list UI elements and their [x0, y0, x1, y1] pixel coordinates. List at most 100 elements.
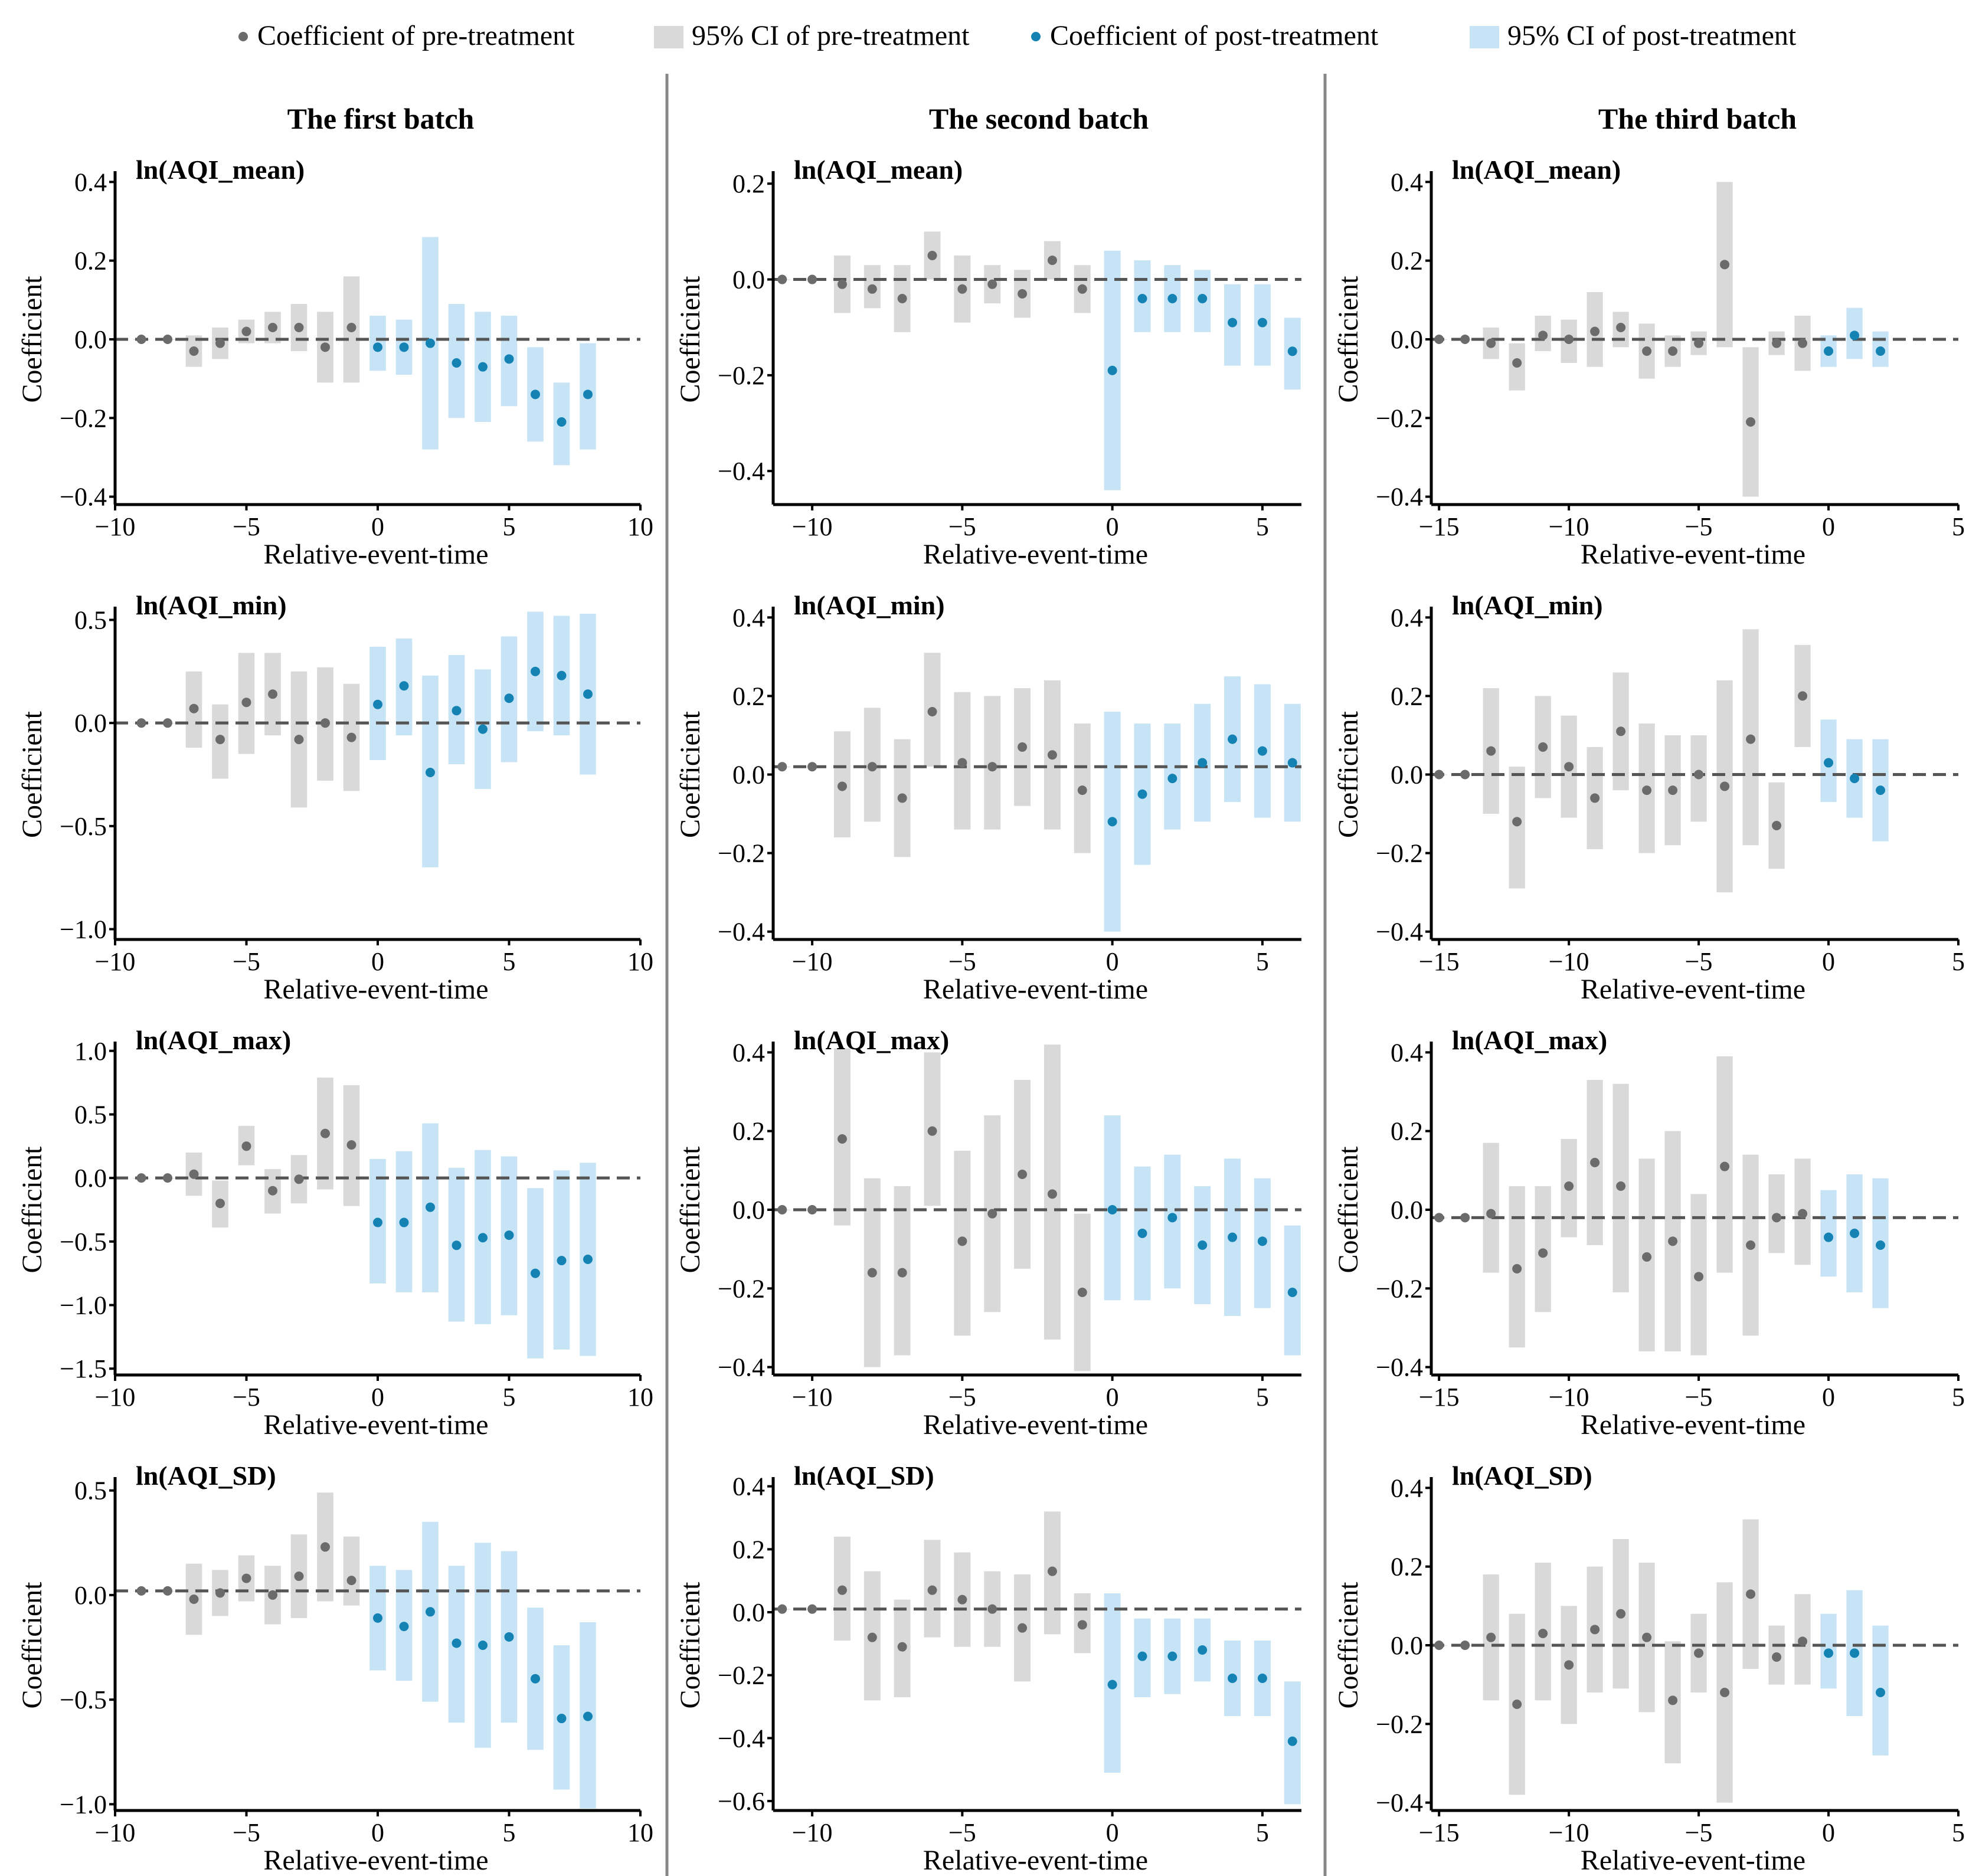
batch-title-2: The second batch: [929, 102, 1149, 135]
panel-3-ln-aqi-mean-coef-point: [1434, 335, 1444, 344]
panel-1-ln-aqi-max-coef-point: [557, 1256, 567, 1266]
panel-1-ln-aqi-mean-y-tick-label: 0.4: [74, 168, 107, 197]
panel-3-ln-aqi-min-ci-bar: [1509, 767, 1525, 889]
panel-3-ln-aqi-sd-y-tick-label: 0.4: [1391, 1474, 1423, 1502]
panel-3-ln-aqi-sd-y-tick-label: −0.4: [1376, 1789, 1423, 1818]
panel-1-ln-aqi-mean-title: ln(AQI_mean): [136, 155, 305, 185]
panel-3-ln-aqi-max-y-tick-label: −0.2: [1376, 1274, 1423, 1303]
panel-1-ln-aqi-max-y-tick-label: −0.5: [60, 1227, 107, 1256]
panel-3-ln-aqi-sd-y-label: Coefficient: [1333, 1582, 1364, 1709]
panel-1-ln-aqi-max-coef-point: [320, 1128, 330, 1138]
panel-1-ln-aqi-min-coef-point: [189, 703, 199, 713]
panel-3-ln-aqi-sd-coef-point: [1512, 1700, 1522, 1709]
panel-2-ln-aqi-min-coef-point: [1228, 734, 1238, 744]
panel-3-ln-aqi-sd-y-tick-label: 0.2: [1391, 1553, 1423, 1582]
panel-3-ln-aqi-min-coef-point: [1538, 742, 1548, 752]
panel-2-ln-aqi-mean-y-tick-label: −0.4: [718, 457, 765, 486]
panel-2-ln-aqi-max-coef-point: [1137, 1229, 1147, 1238]
panel-3-ln-aqi-mean-coef-point: [1824, 346, 1834, 356]
panel-1-ln-aqi-max-x-tick-label: −5: [233, 1383, 260, 1412]
panel-2-ln-aqi-sd-coef-point: [1137, 1651, 1147, 1661]
panel-1-ln-aqi-max-x-tick-label: 5: [503, 1383, 516, 1412]
panel-1-ln-aqi-min-y-tick-label: 0.5: [74, 605, 107, 634]
panel-1-ln-aqi-mean-coef-point: [373, 342, 382, 352]
panel-2-ln-aqi-sd-coef-point: [837, 1585, 847, 1595]
panel-2-ln-aqi-max-coef-point: [1047, 1189, 1057, 1199]
panel-2-ln-aqi-sd-x-tick-label: 0: [1106, 1818, 1119, 1847]
panel-2-ln-aqi-min-x-tick-label: 5: [1256, 947, 1269, 976]
panel-2-ln-aqi-min-y-tick-label: −0.2: [718, 839, 765, 868]
panel-1-ln-aqi-min-coef-point: [399, 681, 409, 691]
panel-1-ln-aqi-min-y-tick-label: −1.0: [60, 915, 107, 944]
panel-2-ln-aqi-max-y-tick-label: 0.4: [732, 1038, 765, 1067]
panel-1-ln-aqi-min-coef-point: [557, 670, 567, 680]
panel-3-ln-aqi-min-y-tick-label: −0.2: [1376, 839, 1423, 868]
panel-3-ln-aqi-sd: −0.4 −0.2 0.0 0.2 0.4 −15 −10 −5 0 5 ln(AQI_SD) Rel…: [1333, 1461, 1965, 1876]
panel-3-ln-aqi-sd-x-tick-label: −15: [1419, 1818, 1460, 1847]
panel-1-ln-aqi-mean-coef-point: [583, 389, 593, 400]
panel-1-ln-aqi-min: −1.0 −0.5 0.0 0.5 −10 −5 0 5 10 ln(AQI_min) Relati…: [17, 590, 653, 1005]
panel-2-ln-aqi-sd-y-tick-label: 0.2: [732, 1535, 765, 1564]
panel-3-ln-aqi-sd-x-tick-label: 5: [1952, 1818, 1965, 1847]
panel-1-ln-aqi-max-x-tick-label: 10: [627, 1383, 653, 1412]
panel-1-ln-aqi-min-title: ln(AQI_min): [136, 590, 287, 620]
panel-1-ln-aqi-max-coef-point: [399, 1217, 409, 1227]
panel-1-ln-aqi-max-coef-point: [136, 1173, 146, 1183]
panel-2-ln-aqi-mean-coef-point: [987, 279, 997, 289]
panel-1-ln-aqi-sd-coef-point: [136, 1586, 146, 1596]
panel-2-ln-aqi-sd-y-tick-label: −0.2: [718, 1661, 765, 1690]
panel-1-ln-aqi-max-coef-point: [452, 1240, 462, 1250]
panel-1-ln-aqi-sd-coef-point: [373, 1613, 382, 1623]
panel-2-ln-aqi-sd-coef-point: [1047, 1566, 1057, 1576]
panel-1-ln-aqi-sd-coef-point: [163, 1586, 172, 1596]
panel-2-ln-aqi-max-x-tick-label: −10: [792, 1383, 833, 1412]
panel-3-ln-aqi-mean-title: ln(AQI_mean): [1452, 155, 1621, 185]
panel-2-ln-aqi-min-y-label: Coefficient: [675, 711, 706, 838]
panel-1-ln-aqi-max-y-tick-label: 1.0: [74, 1037, 107, 1066]
panel-1-ln-aqi-mean-y-tick-label: 0.2: [74, 247, 107, 276]
panel-3-ln-aqi-sd-coef-point: [1486, 1632, 1496, 1642]
panel-2-ln-aqi-max-y-tick-label: 0.2: [732, 1117, 765, 1146]
panel-2-ln-aqi-max-coef-point: [867, 1268, 877, 1278]
panel-3-ln-aqi-max-coef-point: [1486, 1209, 1496, 1219]
panel-3-ln-aqi-max-ci-bar: [1483, 1142, 1499, 1273]
panel-1-ln-aqi-mean-x-tick-label: −10: [95, 512, 136, 541]
panel-1-ln-aqi-sd-coef-point: [531, 1674, 540, 1684]
panel-2-ln-aqi-sd-coef-point: [957, 1595, 967, 1605]
panel-2-ln-aqi-max-y-tick-label: 0.0: [732, 1196, 765, 1225]
panel-3-ln-aqi-sd-coef-point: [1434, 1641, 1444, 1650]
panel-1-ln-aqi-max-coef-point: [478, 1233, 488, 1243]
panel-3-ln-aqi-mean-coef-point: [1512, 358, 1522, 368]
panel-3-ln-aqi-max-coef-point: [1798, 1209, 1808, 1219]
panel-1-ln-aqi-sd-y-tick-label: −1.0: [60, 1790, 107, 1819]
panel-2-ln-aqi-max-x-tick-label: 5: [1256, 1383, 1269, 1412]
panel-2-ln-aqi-mean-coef-point: [807, 274, 817, 284]
panel-1-ln-aqi-sd-y-tick-label: 0.5: [74, 1476, 107, 1505]
panel-2-ln-aqi-max-coef-point: [957, 1236, 967, 1246]
panel-2-ln-aqi-mean-coef-point: [1257, 317, 1267, 328]
panel-2-ln-aqi-max-coef-point: [987, 1209, 997, 1219]
panel-2-ln-aqi-mean-coef-point: [957, 284, 967, 294]
panel-3-ln-aqi-sd-coef-point: [1720, 1688, 1730, 1697]
panel-3-ln-aqi-max-coef-point: [1720, 1161, 1730, 1171]
panel-2-ln-aqi-mean-x-tick-label: 0: [1106, 512, 1119, 541]
panel-3-ln-aqi-max-x-tick-label: −5: [1685, 1383, 1713, 1412]
panel-1-ln-aqi-mean-x-tick-label: 5: [503, 512, 516, 541]
panel-1-ln-aqi-max-coef-point: [373, 1217, 382, 1227]
panel-3-ln-aqi-sd-coef-point: [1564, 1660, 1574, 1670]
panel-2-ln-aqi-mean-coef-point: [1167, 294, 1177, 304]
panel-2-ln-aqi-sd-y-tick-label: −0.6: [718, 1787, 765, 1816]
panel-3-ln-aqi-mean-coef-point: [1798, 338, 1808, 348]
legend-post-coef-label: Coefficient of post-treatment: [1050, 20, 1379, 51]
panel-3-ln-aqi-mean-coef-point: [1564, 335, 1574, 344]
panel-2-ln-aqi-mean-coef-point: [1198, 294, 1208, 304]
panel-2-ln-aqi-mean-coef-point: [1018, 289, 1028, 299]
panel-2-ln-aqi-mean-coef-point: [867, 284, 877, 294]
panel-3-ln-aqi-max-coef-point: [1694, 1272, 1704, 1282]
panel-2-ln-aqi-max-x-tick-label: −5: [948, 1383, 976, 1412]
panel-2-ln-aqi-sd-coef-point: [1107, 1679, 1117, 1690]
panel-3-ln-aqi-mean-coef-point: [1850, 330, 1860, 341]
panel-1-ln-aqi-sd-y-tick-label: −0.5: [60, 1685, 107, 1714]
panel-2-ln-aqi-mean-y-tick-label: 0.0: [732, 266, 765, 294]
panel-2-ln-aqi-max-coef-point: [807, 1205, 817, 1214]
